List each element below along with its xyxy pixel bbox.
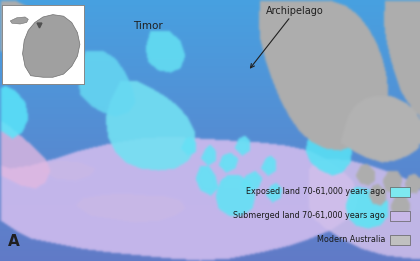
Text: Timor: Timor — [133, 21, 163, 31]
Text: Exposed land 70-61,000 years ago: Exposed land 70-61,000 years ago — [246, 187, 385, 197]
Text: Submerged land 70-61,000 years ago: Submerged land 70-61,000 years ago — [233, 211, 385, 221]
Polygon shape — [23, 15, 80, 77]
Text: Archipelago: Archipelago — [250, 6, 324, 68]
Text: A: A — [8, 234, 20, 249]
Bar — [390, 235, 410, 245]
Bar — [390, 187, 410, 197]
Bar — [390, 211, 410, 221]
Text: Modern Australia: Modern Australia — [317, 235, 385, 245]
Bar — [218, 181, 413, 253]
Polygon shape — [10, 17, 28, 24]
